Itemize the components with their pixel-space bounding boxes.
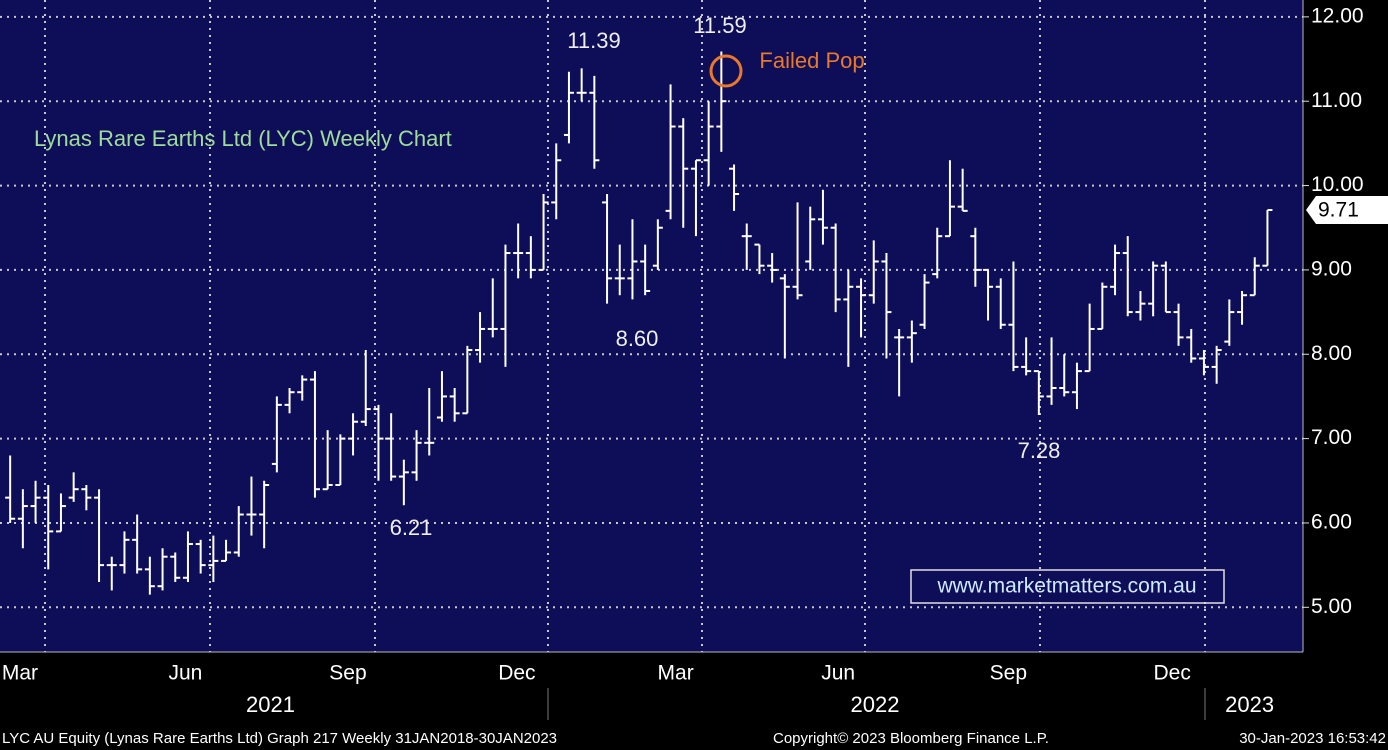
y-tick-label: 6.00: [1311, 510, 1352, 533]
year-label: 2021: [246, 692, 295, 717]
annotation: 11.59: [693, 13, 746, 38]
annotation: 11.39: [567, 28, 620, 53]
last-price-label: 9.71: [1318, 199, 1359, 222]
x-tick-label: Sep: [329, 662, 366, 685]
marks: [0, 0, 1303, 652]
x-tick-label: Jun: [821, 662, 855, 685]
y-tick-label: 8.00: [1311, 342, 1352, 365]
year-label: 2022: [851, 692, 900, 717]
x-tick-label: Mar: [2, 662, 38, 685]
x-tick-label: Mar: [658, 662, 694, 685]
chart-title: Lynas Rare Earths Ltd (LYC) Weekly Chart: [34, 126, 452, 151]
failed-pop-circle: [709, 54, 743, 88]
footer-timestamp: 30-Jan-2023 16:53:42: [1239, 730, 1386, 747]
y-tick-label: 7.00: [1311, 426, 1352, 449]
last-price-tag: [1306, 196, 1388, 225]
x-tick-label: Jun: [168, 662, 202, 685]
annotation: 7.28: [1018, 438, 1061, 463]
annotation: 6.21: [390, 515, 433, 540]
x-tick-label: Sep: [990, 662, 1027, 685]
y-tick-label: 11.00: [1311, 89, 1362, 112]
y-tick-label: 5.00: [1311, 595, 1352, 618]
y-tick-label: 10.00: [1311, 173, 1364, 196]
x-tick-label: Dec: [1154, 662, 1191, 685]
plot-area: [0, 0, 1303, 652]
footer-left: LYC AU Equity (Lynas Rare Earths Ltd) Gr…: [2, 730, 557, 747]
y-tick-label: 9.00: [1311, 257, 1352, 280]
x-tick-label: Dec: [498, 662, 535, 685]
annotation: Failed Pop: [759, 48, 864, 73]
watermark-box: [910, 569, 1225, 604]
footer-copyright: Copyright© 2023 Bloomberg Finance L.P.: [773, 730, 1049, 747]
y-tick-label: 12.00: [1311, 4, 1364, 27]
watermark: www.marketmatters.com.au: [936, 575, 1196, 598]
year-label: 2023: [1225, 692, 1274, 717]
annotation: 8.60: [616, 326, 659, 351]
